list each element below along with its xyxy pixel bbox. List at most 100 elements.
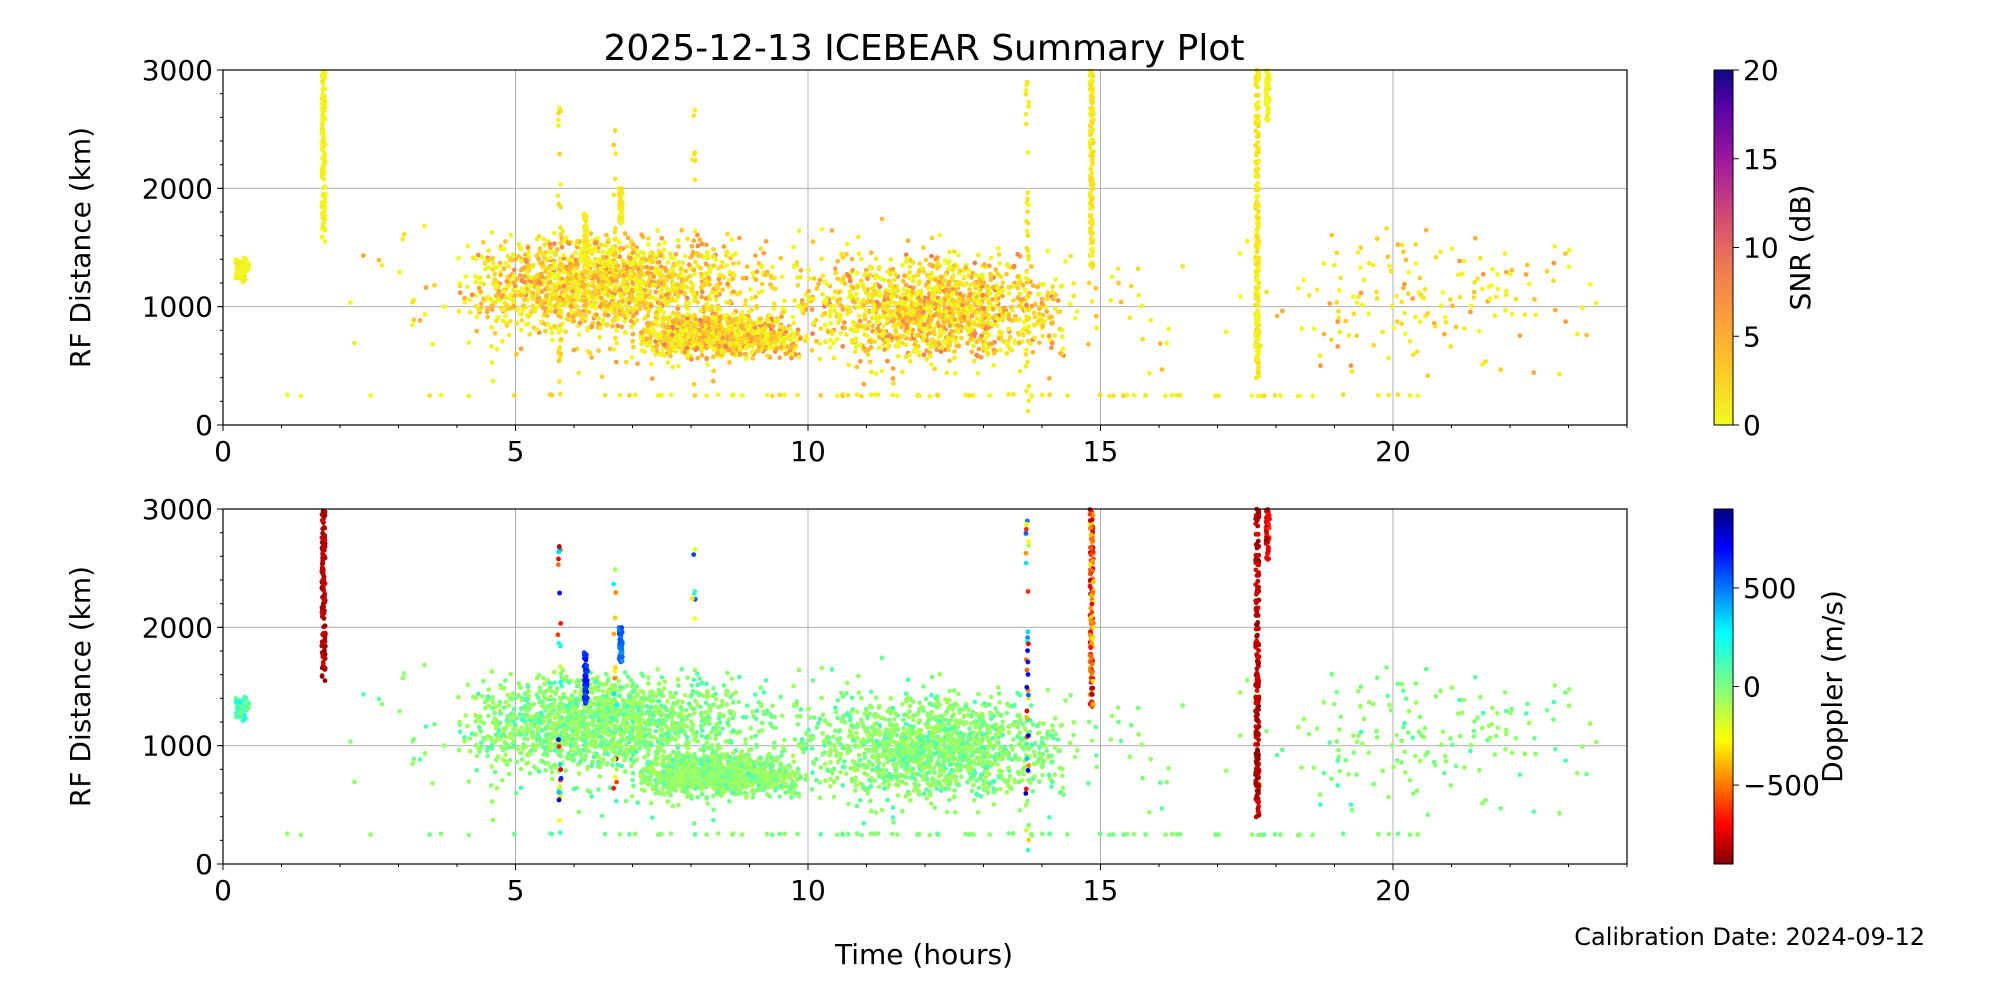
data-point bbox=[561, 238, 567, 244]
data-point bbox=[659, 392, 664, 398]
streak-point bbox=[1253, 113, 1259, 119]
data-point bbox=[489, 304, 495, 309]
streak-point bbox=[1023, 87, 1029, 93]
data-point bbox=[685, 352, 691, 358]
data-point bbox=[560, 263, 566, 268]
data-point bbox=[844, 251, 849, 257]
data-point bbox=[929, 235, 935, 241]
data-point bbox=[552, 241, 557, 247]
data-point bbox=[994, 286, 1000, 291]
data-point bbox=[872, 339, 878, 345]
data-point bbox=[965, 315, 971, 321]
data-point bbox=[410, 322, 415, 328]
data-point bbox=[1051, 296, 1056, 302]
data-point bbox=[352, 340, 357, 346]
data-point bbox=[595, 235, 600, 241]
data-point bbox=[966, 297, 972, 302]
streak-point bbox=[611, 346, 617, 352]
data-point bbox=[850, 298, 856, 304]
data-point bbox=[1354, 333, 1359, 339]
data-point bbox=[523, 257, 529, 263]
data-point bbox=[1358, 245, 1364, 251]
data-point bbox=[1480, 271, 1486, 277]
data-point bbox=[1071, 280, 1077, 286]
data-point bbox=[473, 293, 479, 299]
data-point bbox=[1028, 341, 1033, 346]
data-point bbox=[649, 265, 655, 271]
data-point bbox=[647, 295, 653, 300]
data-point bbox=[531, 262, 536, 268]
data-point bbox=[745, 327, 751, 333]
data-point bbox=[692, 328, 698, 333]
data-point bbox=[474, 314, 480, 320]
data-point bbox=[516, 242, 522, 247]
streak-point bbox=[1254, 354, 1260, 360]
data-point bbox=[743, 298, 748, 304]
data-point bbox=[832, 289, 838, 295]
data-point bbox=[770, 264, 775, 270]
data-point bbox=[716, 343, 722, 349]
data-point bbox=[1471, 295, 1477, 300]
streak-point bbox=[556, 117, 561, 123]
streak-point bbox=[319, 96, 325, 102]
data-point bbox=[530, 308, 535, 313]
data-point bbox=[411, 317, 417, 323]
data-point bbox=[946, 347, 952, 353]
data-point bbox=[493, 318, 499, 324]
data-point bbox=[1517, 333, 1523, 339]
data-point bbox=[921, 322, 927, 327]
data-point bbox=[632, 392, 638, 398]
data-point bbox=[947, 323, 953, 328]
data-point bbox=[284, 392, 290, 398]
data-point bbox=[769, 275, 774, 280]
data-point bbox=[980, 276, 986, 281]
data-point bbox=[465, 284, 470, 290]
data-point bbox=[1321, 261, 1327, 266]
data-point bbox=[605, 250, 611, 256]
data-point bbox=[719, 264, 725, 269]
data-point bbox=[900, 369, 905, 375]
data-point bbox=[902, 273, 907, 279]
data-point bbox=[1487, 296, 1493, 302]
data-point bbox=[803, 302, 809, 308]
data-point bbox=[1358, 265, 1363, 270]
data-point bbox=[630, 309, 636, 314]
data-point bbox=[725, 231, 730, 237]
streak-point bbox=[1263, 99, 1269, 104]
data-point bbox=[769, 393, 775, 399]
data-point bbox=[829, 228, 835, 233]
data-point bbox=[620, 298, 626, 304]
data-point bbox=[920, 326, 926, 332]
data-point bbox=[886, 278, 892, 284]
data-point bbox=[705, 362, 710, 367]
data-point bbox=[730, 311, 736, 317]
data-point bbox=[1335, 319, 1341, 325]
data-point bbox=[937, 232, 943, 238]
data-point bbox=[603, 270, 609, 276]
data-point bbox=[828, 320, 833, 326]
data-point bbox=[660, 323, 665, 328]
data-point bbox=[1334, 250, 1340, 256]
data-point bbox=[639, 330, 644, 335]
data-point bbox=[537, 298, 543, 303]
data-point bbox=[720, 339, 725, 345]
data-point bbox=[510, 252, 516, 257]
data-point bbox=[1388, 268, 1394, 274]
data-point bbox=[639, 348, 645, 354]
data-point bbox=[753, 294, 759, 300]
data-point bbox=[546, 266, 552, 271]
data-point bbox=[606, 257, 612, 263]
data-point bbox=[932, 366, 938, 372]
data-point bbox=[1006, 264, 1011, 269]
data-point bbox=[566, 286, 571, 292]
data-point bbox=[680, 260, 685, 266]
data-point bbox=[235, 267, 241, 273]
data-point bbox=[910, 260, 916, 265]
data-point bbox=[668, 353, 673, 359]
data-point bbox=[514, 320, 520, 326]
data-point bbox=[685, 315, 690, 321]
data-point bbox=[947, 342, 953, 348]
data-point bbox=[1329, 337, 1334, 343]
streak-point bbox=[1087, 213, 1093, 219]
data-point bbox=[726, 300, 732, 306]
